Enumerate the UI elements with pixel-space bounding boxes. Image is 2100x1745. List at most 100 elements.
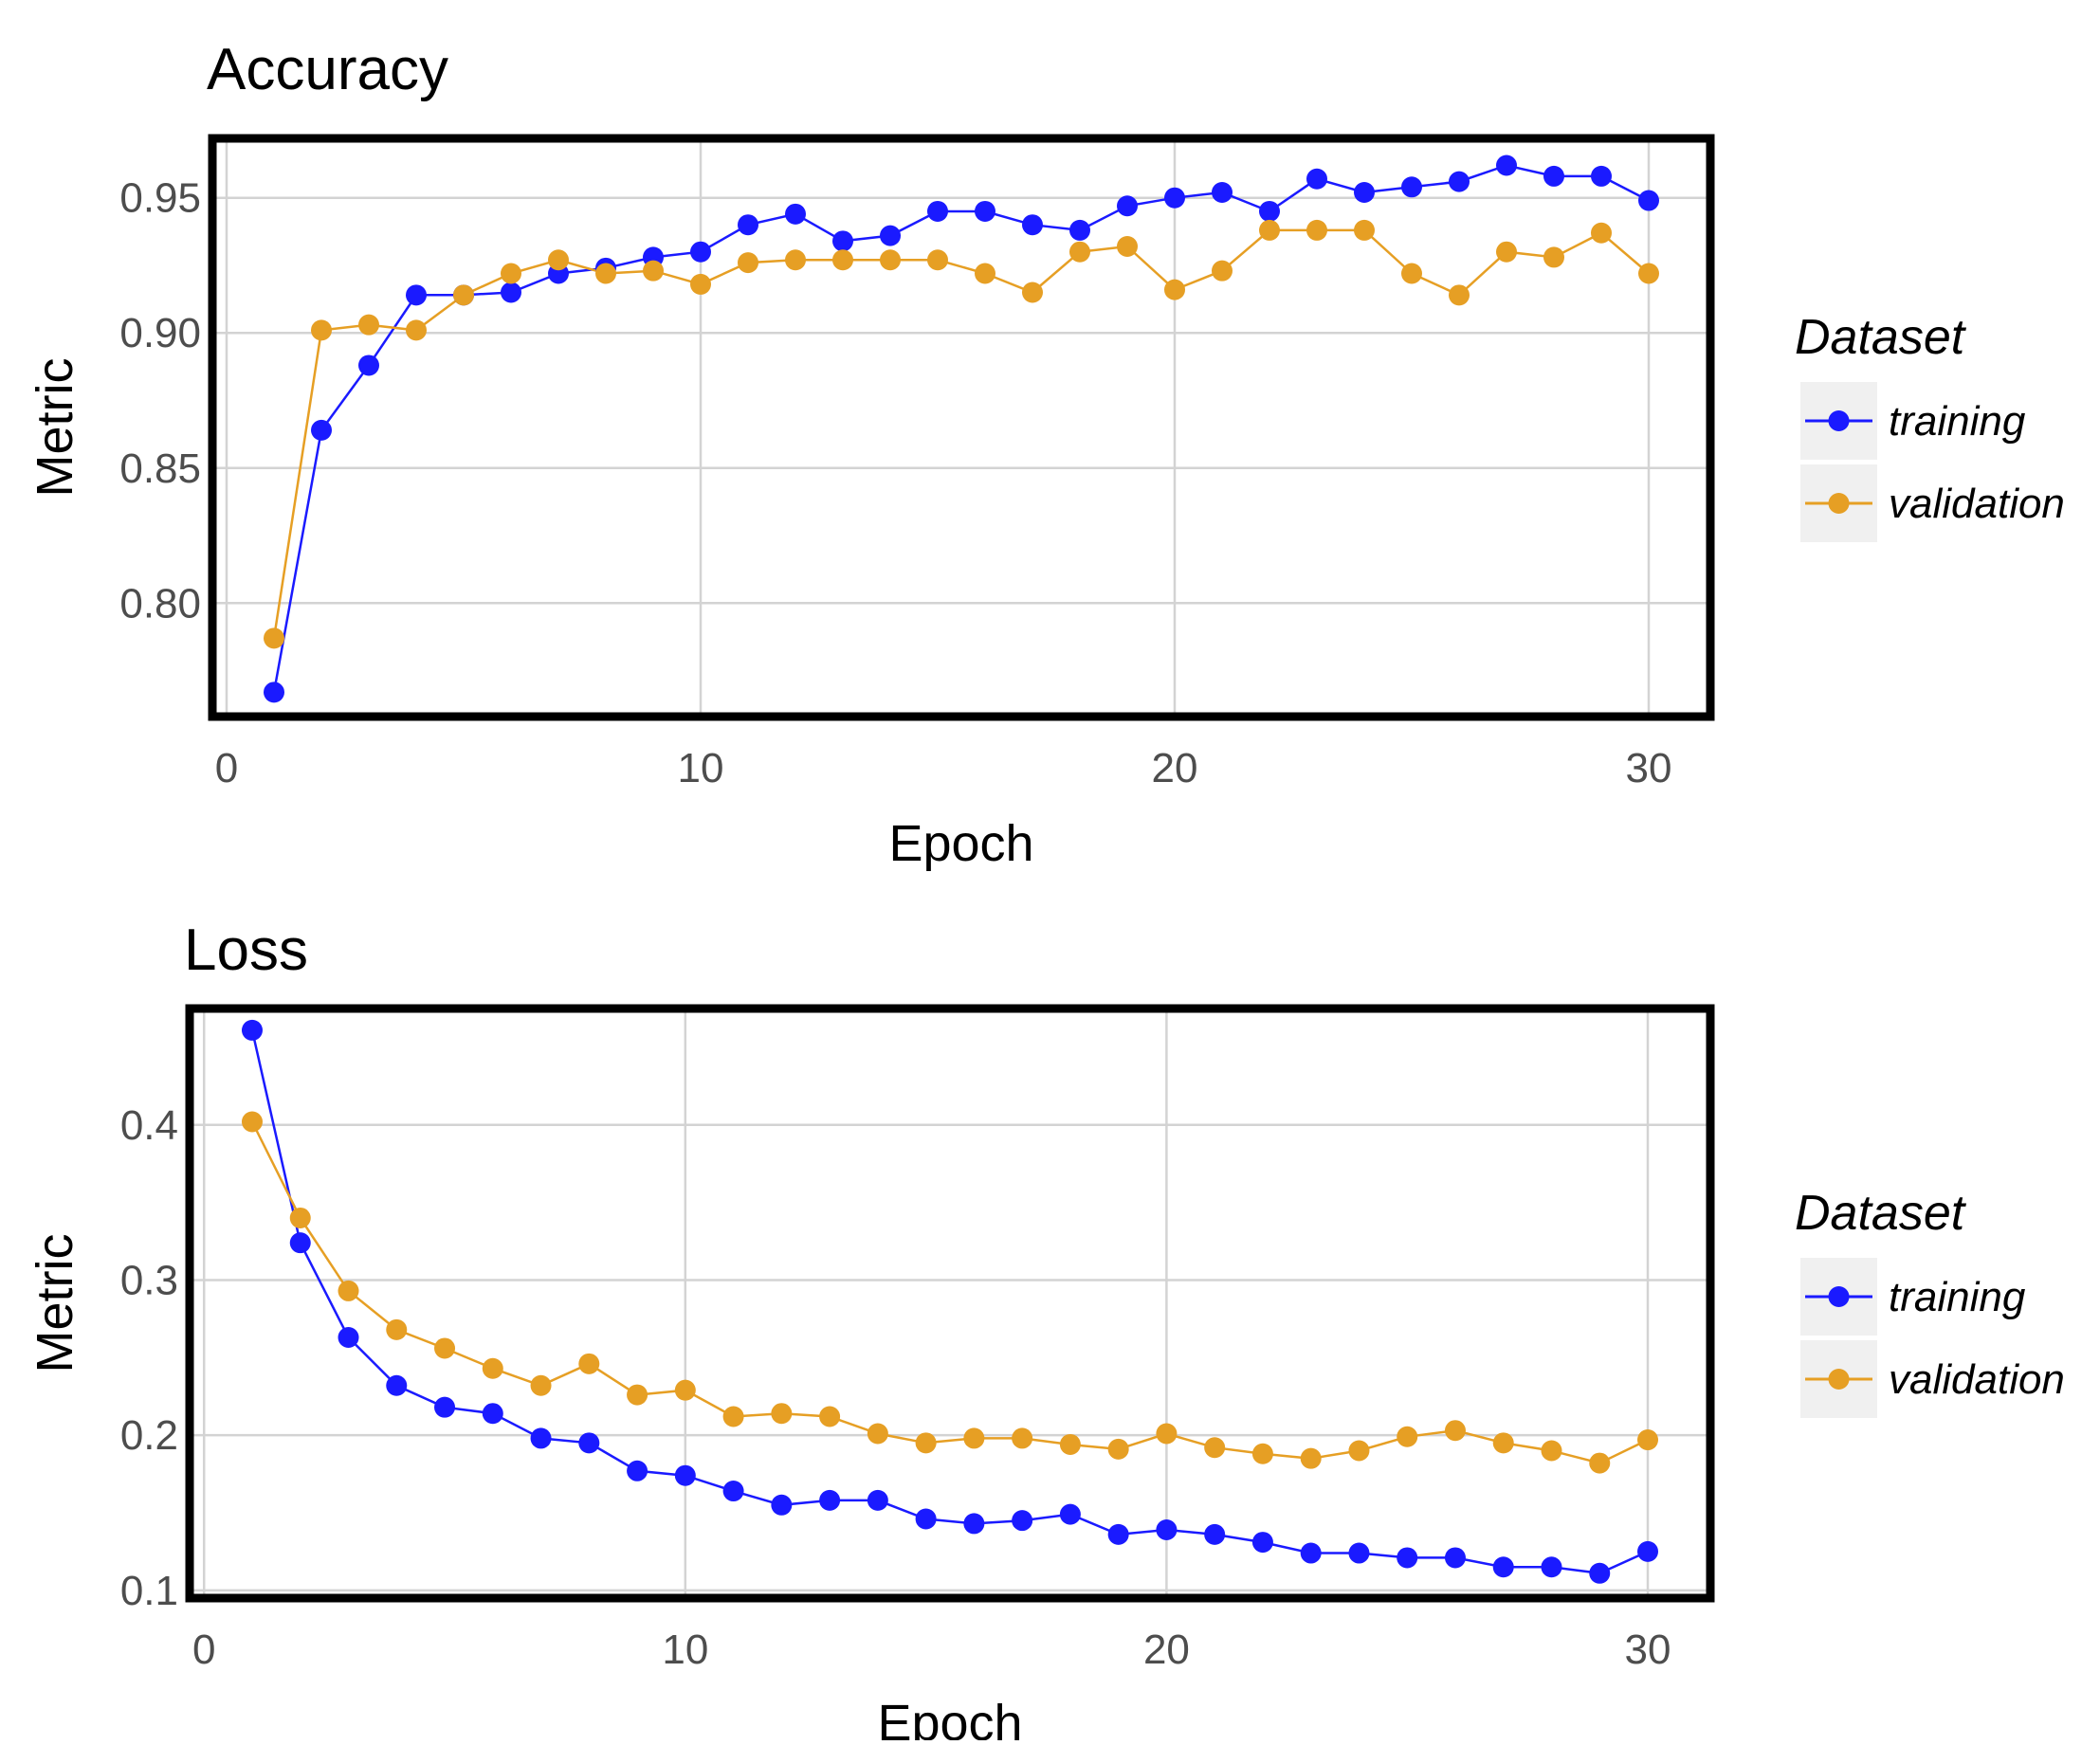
data-point-validation [1117, 236, 1138, 258]
y-axis-title: Metric [27, 1234, 83, 1373]
data-point-validation [1541, 1440, 1562, 1462]
data-point-training [311, 419, 332, 441]
y-tick-label: 0.1 [120, 1568, 178, 1614]
data-point-validation [1397, 1426, 1418, 1447]
data-point-training [674, 1464, 696, 1486]
data-point-validation [674, 1379, 696, 1401]
y-tick-label: 0.80 [119, 580, 201, 627]
y-tick-label: 0.3 [120, 1257, 178, 1303]
data-point-training [338, 1327, 359, 1349]
data-point-validation [1204, 1437, 1226, 1459]
data-point-training [880, 225, 901, 246]
data-point-validation [1492, 1432, 1514, 1454]
data-point-validation [1444, 1420, 1466, 1442]
data-point-validation [548, 249, 569, 271]
data-point-training [1348, 1542, 1370, 1564]
data-point-validation [434, 1337, 456, 1359]
data-point-validation [1022, 282, 1043, 303]
data-point-validation [406, 319, 427, 341]
legend-label-validation: validation [1889, 1356, 2065, 1403]
data-point-training [1492, 1556, 1514, 1578]
data-point-validation [595, 263, 616, 284]
data-point-training [867, 1489, 888, 1511]
y-tick-label: 0.85 [119, 445, 201, 492]
series-line-validation [272, 228, 1650, 639]
panel-title: Loss [184, 918, 308, 983]
data-point-validation [832, 249, 853, 271]
data-point-training [1354, 182, 1375, 204]
data-point-validation [1212, 260, 1233, 282]
legend-key-point-training [1828, 1286, 1850, 1307]
data-point-training [1306, 168, 1327, 190]
data-point-training [975, 200, 995, 222]
data-point-validation [311, 319, 332, 341]
x-axis-title: Epoch [888, 815, 1033, 872]
data-point-validation [880, 249, 901, 271]
data-point-validation [867, 1423, 888, 1445]
x-tick-label: 20 [1143, 1627, 1190, 1673]
data-point-training [1117, 195, 1138, 217]
data-point-training [738, 214, 758, 236]
data-point-validation [453, 284, 474, 306]
data-point-training [434, 1396, 456, 1418]
y-axis-title: Metric [27, 358, 83, 498]
data-point-training [819, 1489, 841, 1511]
panel-frame [208, 134, 1715, 721]
x-tick-label: 0 [192, 1627, 215, 1673]
data-point-validation [1156, 1423, 1178, 1445]
data-point-validation [963, 1427, 985, 1449]
legend-label-training: training [1889, 1274, 2026, 1320]
data-point-training [1541, 1556, 1562, 1578]
data-point-training [1164, 187, 1185, 209]
data-point-validation [771, 1403, 793, 1425]
data-point-training [578, 1432, 600, 1454]
x-tick-label: 30 [1626, 745, 1672, 791]
data-point-validation [627, 1384, 648, 1406]
series-line-validation [250, 1120, 1649, 1464]
y-tick-label: 0.4 [120, 1102, 178, 1149]
legend-key-point-validation [1828, 493, 1850, 514]
legend-key-point-validation [1828, 1369, 1850, 1390]
data-point-validation [1012, 1427, 1033, 1449]
data-point-training [785, 203, 806, 225]
data-point-training [1022, 214, 1043, 236]
y-tick-label: 0.95 [119, 175, 201, 222]
data-point-training [927, 200, 948, 222]
data-point-training [501, 282, 521, 303]
data-point-training [289, 1232, 311, 1254]
y-tick-label: 0.90 [119, 310, 201, 356]
legend-key-point-training [1828, 410, 1850, 431]
data-point-validation [1251, 1443, 1273, 1464]
data-point-training [1059, 1503, 1081, 1525]
data-point-training [1449, 171, 1470, 192]
data-point-training [386, 1374, 408, 1396]
data-point-validation [690, 273, 711, 295]
data-point-training [1012, 1510, 1033, 1532]
legend: Dataset training validation [1795, 310, 2065, 542]
x-tick-label: 30 [1625, 1627, 1671, 1673]
data-point-validation [1107, 1438, 1129, 1460]
data-point-training [406, 284, 427, 306]
data-point-training [1638, 190, 1659, 211]
data-point-training [1107, 1523, 1129, 1545]
data-point-training [1069, 219, 1090, 241]
data-point-training [832, 230, 853, 252]
panel-loss: Loss 0.1 0.2 0.3 0.4 0 10 20 30 Epoch Metric Datase… [27, 918, 2065, 1745]
data-point-validation [1164, 279, 1185, 300]
data-point-training [915, 1508, 937, 1530]
x-tick-label: 10 [662, 1627, 708, 1673]
data-point-validation [1300, 1447, 1322, 1469]
data-point-training [690, 241, 711, 263]
legend: Dataset training validation [1795, 1186, 2065, 1418]
data-point-validation [819, 1406, 841, 1427]
data-point-validation [530, 1374, 552, 1396]
data-point-training [963, 1513, 985, 1535]
data-point-training [1204, 1523, 1226, 1545]
data-point-training [1496, 155, 1517, 176]
data-point-validation [1449, 284, 1470, 306]
legend-title: Dataset [1795, 310, 1967, 365]
data-point-validation [1069, 241, 1090, 263]
data-point-validation [338, 1280, 359, 1301]
data-point-training [627, 1460, 648, 1481]
